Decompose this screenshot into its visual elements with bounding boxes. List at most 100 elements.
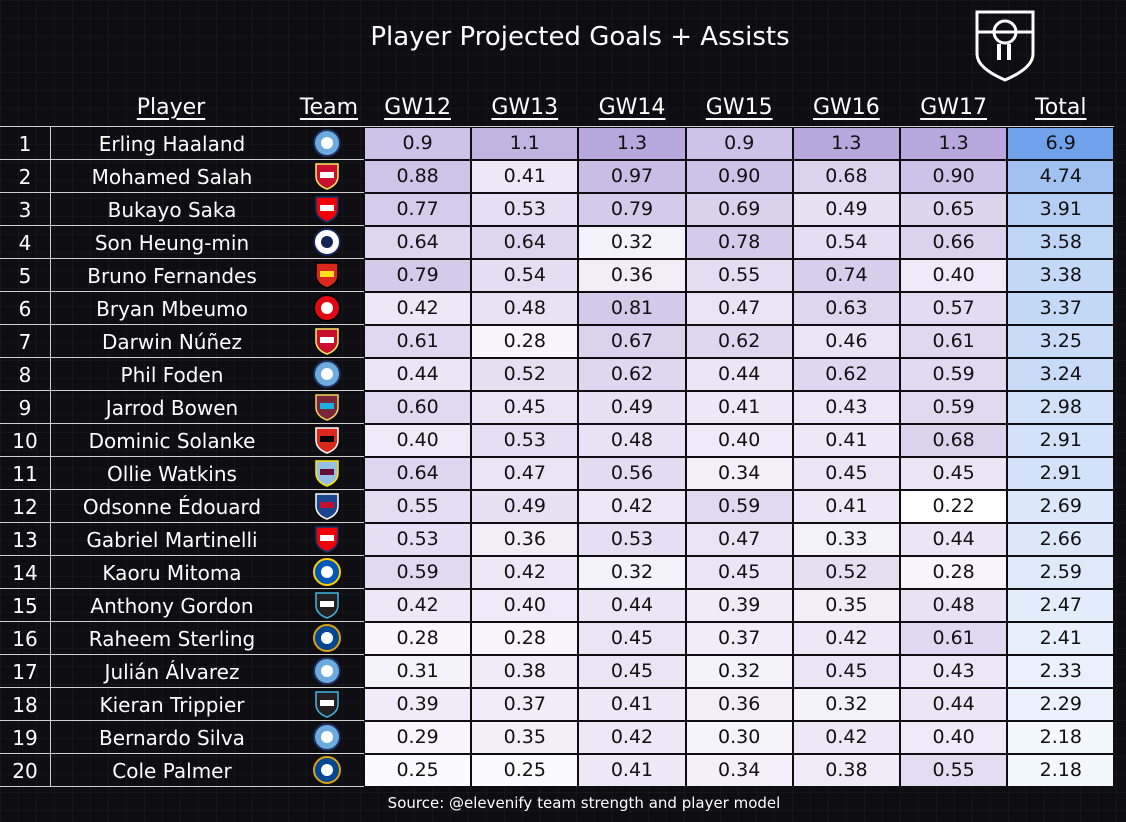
gw12-value-cell: 0.64 [364,226,472,259]
aston-villa-badge-icon [312,458,342,488]
total-value-cell: 2.33 [1007,655,1115,688]
player-name: Julián Álvarez [104,660,240,684]
newcastle-badge-icon [312,590,342,620]
total-value-cell: 6.9 [1007,127,1115,160]
gw16-value-cell: 0.38 [792,754,900,787]
arsenal-badge-icon [312,524,342,554]
gw14-value-cell: 0.36 [578,259,686,292]
gw16-value-cell: 0.52 [792,556,900,589]
chelsea-badge-icon [312,623,342,653]
row-rank: 11 [12,462,38,486]
player-name: Bryan Mbeumo [96,297,248,321]
gw12-value-cell: 0.31 [364,655,472,688]
gw16-value-cell: 0.42 [792,721,900,754]
newcastle-badge-icon [312,689,342,719]
player-name: Raheem Sterling [88,627,256,651]
row-rank: 6 [18,297,32,321]
gw14-value-cell: 0.56 [578,457,686,490]
gw17-value-cell: 0.59 [900,358,1008,391]
total-value-cell: 2.29 [1007,688,1115,721]
man-city-badge-icon [312,128,342,158]
gw13-value-cell: 0.37 [471,688,579,721]
player-name: Phil Foden [120,363,224,387]
column-header-team: Team [299,95,359,120]
column-header-player: Player [136,95,206,120]
gw17-value-cell: 0.43 [900,655,1008,688]
player-name: Gabriel Martinelli [86,528,258,552]
column-header-gw14: GW14 [598,95,666,120]
row-divider [0,357,364,358]
column-header-gw17: GW17 [920,95,987,120]
gw16-value-cell: 0.42 [792,622,900,655]
gw15-value-cell: 0.30 [685,721,793,754]
total-value-cell: 3.24 [1007,358,1115,391]
player-name: Mohamed Salah [91,165,253,189]
total-value-cell: 2.41 [1007,622,1115,655]
row-divider [0,159,364,160]
gw15-value-cell: 0.39 [685,589,793,622]
gw12-value-cell: 0.40 [364,424,472,457]
brentford-badge-icon [312,293,342,323]
player-name: Son Heung-min [94,231,250,255]
gw17-value-cell: 0.22 [900,490,1008,523]
man-united-badge-icon [312,260,342,290]
gw16-value-cell: 0.32 [792,688,900,721]
gw12-value-cell: 0.42 [364,292,472,325]
player-name: Bukayo Saka [107,198,237,222]
gw13-value-cell: 1.1 [471,127,579,160]
gw16-value-cell: 0.62 [792,358,900,391]
gw16-value-cell: 0.68 [792,160,900,193]
row-divider [0,753,364,754]
gw14-value-cell: 0.48 [578,424,686,457]
gw15-value-cell: 0.90 [685,160,793,193]
gw14-value-cell: 0.32 [578,556,686,589]
bournemouth-badge-icon [312,425,342,455]
gw17-value-cell: 0.55 [900,754,1008,787]
gw14-value-cell: 0.62 [578,358,686,391]
gw13-value-cell: 0.35 [471,721,579,754]
row-divider [0,720,364,721]
gw14-value-cell: 0.53 [578,523,686,556]
gw14-value-cell: 0.49 [578,391,686,424]
gw12-value-cell: 0.60 [364,391,472,424]
row-divider [0,555,364,556]
row-rank: 2 [18,165,32,189]
gw17-value-cell: 0.28 [900,556,1008,589]
gw13-value-cell: 0.38 [471,655,579,688]
gw13-value-cell: 0.49 [471,490,579,523]
gw17-value-cell: 0.61 [900,622,1008,655]
gw15-value-cell: 0.34 [685,457,793,490]
gw13-value-cell: 0.42 [471,556,579,589]
row-rank: 9 [18,396,32,420]
arsenal-badge-icon [312,194,342,224]
gw12-value-cell: 0.77 [364,193,472,226]
gw12-value-cell: 0.28 [364,622,472,655]
total-value-cell: 2.47 [1007,589,1115,622]
gw14-value-cell: 0.41 [578,754,686,787]
table-top-rule [0,126,1114,127]
gw13-value-cell: 0.28 [471,325,579,358]
gw14-value-cell: 0.97 [578,160,686,193]
gw16-value-cell: 0.41 [792,424,900,457]
row-rank: 17 [12,660,38,684]
row-divider [0,654,364,655]
total-value-cell: 2.18 [1007,721,1115,754]
gw14-value-cell: 0.45 [578,655,686,688]
gw16-value-cell: 0.35 [792,589,900,622]
gw15-value-cell: 0.44 [685,358,793,391]
row-rank: 4 [18,231,32,255]
gw12-value-cell: 0.44 [364,358,472,391]
gw15-value-cell: 0.32 [685,655,793,688]
gw17-value-cell: 0.45 [900,457,1008,490]
gw15-value-cell: 0.78 [685,226,793,259]
gw14-value-cell: 0.81 [578,292,686,325]
total-value-cell: 2.18 [1007,754,1115,787]
row-rank: 19 [12,726,38,750]
row-divider [0,225,364,226]
gw17-value-cell: 0.40 [900,721,1008,754]
row-divider [0,390,364,391]
column-header-total: Total [1035,95,1087,120]
gw13-value-cell: 0.45 [471,391,579,424]
chart-title: Player Projected Goals + Assists [370,22,790,52]
gw13-value-cell: 0.40 [471,589,579,622]
